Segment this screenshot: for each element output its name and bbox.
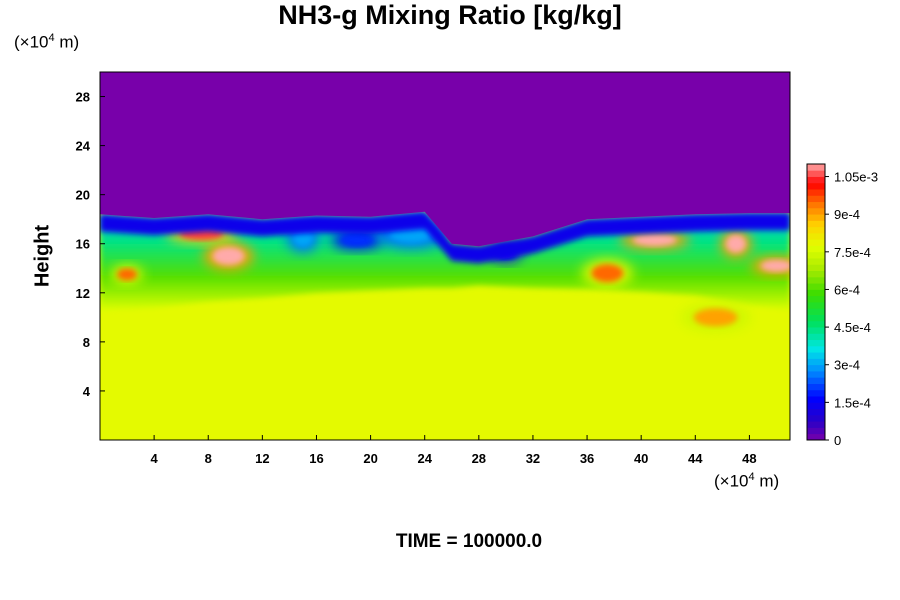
x-tick-label: 44 — [688, 451, 703, 466]
y-tick-label: 20 — [76, 188, 90, 203]
colorbar-segment — [807, 383, 825, 391]
colorbar-segment — [807, 339, 825, 347]
y-unit-exponent: 4 — [48, 32, 55, 44]
y-axis-unit: (×104 m) — [14, 32, 79, 53]
feature-core — [117, 268, 138, 281]
time-label: TIME = 100000.0 — [395, 531, 543, 552]
x-unit-exponent: 4 — [748, 471, 755, 483]
colorbar-segment — [807, 314, 825, 322]
y-axis: 4 8 12 16 20 24 28 — [76, 90, 105, 399]
colorbar-segment — [807, 226, 825, 234]
y-tick-label: 16 — [76, 237, 90, 252]
colorbar-label: 0 — [834, 433, 841, 448]
colorbar-segment — [807, 170, 825, 177]
colorbar-segment — [807, 182, 825, 190]
colorbar-segment — [807, 251, 825, 259]
colorbar-segment — [807, 176, 825, 184]
y-tick-label: 8 — [83, 335, 90, 350]
y-unit-suffix: m) — [54, 32, 80, 52]
x-tick-label: 16 — [309, 451, 323, 466]
colorbar-segment — [807, 320, 825, 328]
plot-frame — [99, 71, 791, 441]
colorbar-segment — [807, 333, 825, 341]
colorbar-segment — [807, 258, 825, 265]
colorbar-segment — [807, 289, 825, 297]
colorbar-segment — [807, 302, 825, 309]
colorbar-label: 3e-4 — [834, 358, 860, 373]
colorbar-segment — [807, 352, 825, 359]
colorbar-segment — [807, 239, 825, 246]
colorbar-segment — [807, 189, 825, 196]
x-tick-label: 32 — [526, 451, 540, 466]
y-tick-label: 24 — [76, 139, 91, 154]
colorbar-label: 6e-4 — [834, 282, 860, 297]
colorbar-segment — [807, 295, 825, 303]
feature-core — [591, 264, 624, 283]
y-unit-prefix: (×10 — [14, 32, 49, 52]
colorbar-segment — [807, 214, 825, 221]
x-tick-label: 28 — [472, 451, 486, 466]
x-tick-label: 12 — [255, 451, 269, 466]
colorbar-segment — [807, 264, 825, 272]
colorbar-label: 9e-4 — [834, 207, 860, 222]
colorbar-segment — [807, 371, 825, 378]
colorbar-segment — [807, 233, 825, 240]
feature-core — [760, 259, 790, 272]
plot-area — [100, 72, 790, 440]
colorbar-segment — [807, 201, 825, 209]
x-axis-unit: (×104 m) — [714, 471, 779, 492]
y-tick-label: 12 — [76, 286, 90, 301]
colorbar-segment — [807, 270, 825, 278]
colorbar-segment — [807, 408, 825, 416]
colorbar-frame — [806, 163, 826, 441]
boundary-edge — [100, 211, 790, 264]
x-tick-label: 8 — [205, 451, 212, 466]
y-tick-label: 4 — [83, 384, 91, 399]
x-unit-prefix: (×10 — [714, 471, 749, 491]
colorbar: 0 1.5e-4 3e-4 4.5e-4 6e-4 7.5e-4 9e-4 1.05e-3 — [806, 163, 878, 448]
colorbar-segment — [807, 414, 825, 422]
x-tick-label: 4 — [151, 451, 159, 466]
feature-core — [693, 308, 738, 327]
colorbar-segment — [807, 276, 825, 284]
colorbar-segment — [807, 402, 825, 410]
colorbar-segment — [807, 377, 825, 384]
feature-core — [632, 234, 677, 247]
x-tick-label: 36 — [580, 451, 594, 466]
colorbar-segment — [807, 220, 825, 228]
colorbar-label: 1.05e-3 — [834, 170, 878, 185]
colorbar-segment — [807, 345, 825, 353]
y-tick-label: 28 — [76, 90, 90, 105]
colorbar-segment — [807, 433, 825, 441]
colorbar-segment — [807, 421, 825, 428]
colorbar-segment — [807, 245, 825, 253]
x-unit-suffix: m) — [754, 471, 780, 491]
colorbar-segment — [807, 364, 825, 372]
colorbar-label: 4.5e-4 — [834, 320, 871, 335]
chart-title: NH3-g Mixing Ratio [kg/kg] — [278, 0, 622, 30]
colorbar-segment — [807, 358, 825, 366]
colorbar-segment — [807, 396, 825, 403]
x-tick-label: 40 — [634, 451, 648, 466]
colorbar-segment — [807, 164, 825, 171]
colorbar-segment — [807, 207, 825, 215]
x-tick-label: 48 — [742, 451, 756, 466]
feature-core — [725, 234, 746, 253]
colorbar-segment — [807, 389, 825, 397]
colorbar-segment — [807, 327, 825, 334]
feature-core — [341, 234, 374, 247]
feature-core — [212, 247, 245, 265]
upper-layer — [100, 72, 790, 247]
colorbar-segment — [807, 195, 825, 203]
colorbar-segment — [807, 427, 825, 435]
x-tick-label: 20 — [363, 451, 377, 466]
x-tick-label: 24 — [417, 451, 432, 466]
colorbar-segment — [807, 283, 825, 290]
x-axis: 4 8 12 16 20 24 28 32 36 40 44 48 — [151, 435, 757, 466]
colorbar-label: 1.5e-4 — [834, 395, 871, 410]
colorbar-segment — [807, 308, 825, 315]
colorbar-label: 7.5e-4 — [834, 245, 871, 260]
